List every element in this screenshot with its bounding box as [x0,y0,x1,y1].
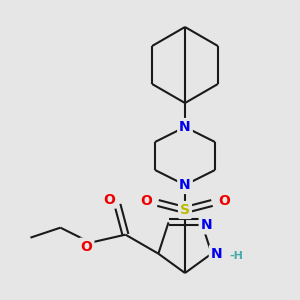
Text: O: O [80,240,92,254]
Text: O: O [140,194,152,208]
Text: -H: -H [230,251,244,261]
Text: S: S [180,203,190,217]
Text: N: N [179,120,191,134]
Text: O: O [103,193,116,207]
Text: N: N [179,178,191,192]
Text: N: N [201,218,212,232]
Text: O: O [218,194,230,208]
Text: N: N [211,247,222,261]
